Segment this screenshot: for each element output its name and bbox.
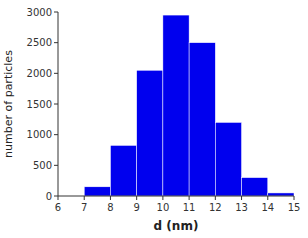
bar xyxy=(110,145,136,196)
x-tick-label: 9 xyxy=(133,202,139,213)
y-tick xyxy=(54,73,58,74)
x-tick-label: 7 xyxy=(81,202,87,213)
y-tick-label: 3000 xyxy=(27,7,52,18)
bar xyxy=(189,43,215,196)
y-tick-label: 2500 xyxy=(27,37,52,48)
y-tick xyxy=(54,165,58,166)
x-tick xyxy=(215,196,216,200)
x-tick xyxy=(84,196,85,200)
y-tick-label: 1500 xyxy=(27,99,52,110)
y-tick-label: 2000 xyxy=(27,68,52,79)
bar xyxy=(215,122,241,196)
y-tick xyxy=(54,12,58,13)
x-tick-label: 6 xyxy=(55,202,61,213)
y-tick-label: 0 xyxy=(46,191,52,202)
bars xyxy=(84,15,294,196)
x-tick-label: 8 xyxy=(107,202,113,213)
x-tick xyxy=(241,196,242,200)
x-tick xyxy=(58,196,59,200)
x-axis-line xyxy=(58,196,294,197)
y-tick xyxy=(54,134,58,135)
x-tick xyxy=(294,196,295,200)
bar xyxy=(242,178,268,196)
y-tick xyxy=(54,42,58,43)
y-tick-label: 1000 xyxy=(27,129,52,140)
x-tick xyxy=(136,196,137,200)
x-tick xyxy=(267,196,268,200)
x-tick-label: 11 xyxy=(183,202,196,213)
chart: 6 7 8 9 10 11 12 13 14 15 0 500 1000 1500 2000 2500 3000… xyxy=(0,0,308,238)
y-tick xyxy=(54,196,58,197)
bar xyxy=(84,187,110,196)
x-tick xyxy=(110,196,111,200)
bar xyxy=(163,15,189,196)
x-tick xyxy=(189,196,190,200)
y-axis-label: number of particles xyxy=(2,50,15,158)
x-tick-label: 13 xyxy=(235,202,248,213)
x-tick-label: 14 xyxy=(261,202,274,213)
y-tick xyxy=(54,104,58,105)
x-tick xyxy=(162,196,163,200)
x-tick-label: 10 xyxy=(157,202,170,213)
x-tick-label: 15 xyxy=(288,202,301,213)
y-tick-label: 500 xyxy=(33,160,52,171)
x-tick-label: 12 xyxy=(209,202,222,213)
x-axis-label: d (nm) xyxy=(154,219,199,233)
bar xyxy=(137,70,163,196)
